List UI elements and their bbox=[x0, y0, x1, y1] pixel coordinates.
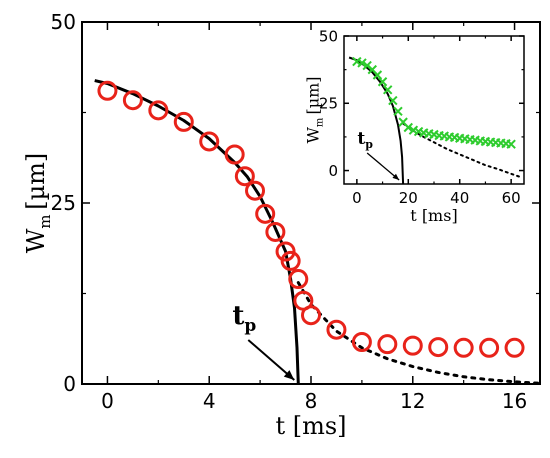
main-y-tick-label: 25 bbox=[51, 191, 76, 215]
main-data-point bbox=[377, 334, 398, 355]
main-data-point bbox=[288, 269, 309, 290]
inset-background bbox=[344, 36, 524, 184]
main-data-point bbox=[402, 335, 423, 356]
main-tp-label: tp bbox=[232, 301, 256, 336]
inset-y-tick-label: 50 bbox=[319, 27, 338, 45]
main-data-point bbox=[326, 319, 347, 340]
main-y-tick-label: 50 bbox=[51, 10, 76, 34]
inset-data-point bbox=[357, 58, 367, 68]
inset-y-tick-label: 0 bbox=[328, 162, 338, 180]
main-data-point bbox=[122, 90, 143, 111]
main-data-point bbox=[97, 80, 118, 101]
inset-data-point bbox=[403, 122, 413, 133]
inset-x-tick-label: 60 bbox=[502, 189, 521, 207]
main-data-point bbox=[224, 144, 245, 165]
main-data-point bbox=[265, 221, 286, 242]
inset-data-point bbox=[372, 70, 383, 80]
inset-plot-area bbox=[348, 56, 520, 184]
inset-y-axis-label: Wm [µm] bbox=[304, 76, 326, 143]
main-data-point bbox=[453, 337, 474, 358]
main-y-axis-label: Wm [µm] bbox=[22, 153, 54, 254]
inset-data-point bbox=[377, 77, 388, 87]
main-data-point bbox=[255, 203, 276, 224]
main-x-tick-label: 8 bbox=[305, 389, 318, 413]
main-tp-arrowhead bbox=[283, 370, 295, 380]
main-x-tick-label: 4 bbox=[203, 389, 216, 413]
main-y-tick-label: 0 bbox=[63, 372, 76, 396]
main-tp-annotation: tp bbox=[232, 301, 295, 381]
main-data-point bbox=[173, 111, 194, 132]
inset-tp-label: tp bbox=[357, 129, 373, 151]
main-dotted-fit-line bbox=[296, 281, 540, 384]
main-data-point bbox=[428, 337, 449, 358]
main-data-point bbox=[275, 241, 296, 262]
inset-chart: 0 20 40 60 0 25 50 t [ms] Wm [µm] tp bbox=[304, 27, 525, 225]
inset-x-tick-label: 0 bbox=[352, 189, 362, 207]
main-chart: 0 4 8 12 16 0 25 50 t [ms] Wm [µm] tp bbox=[22, 10, 541, 440]
main-data-point bbox=[479, 337, 500, 358]
main-data-point bbox=[280, 250, 301, 271]
main-x-axis-label: t [ms] bbox=[275, 412, 346, 440]
main-plot-area bbox=[94, 79, 540, 384]
inset-x-tick-label: 40 bbox=[450, 189, 469, 207]
main-data-point bbox=[351, 332, 372, 353]
inset-tp-annotation: tp bbox=[357, 129, 400, 181]
main-data-point bbox=[148, 100, 169, 121]
inset-x-axis-label: t [ms] bbox=[410, 206, 457, 225]
inset-tp-arrowhead bbox=[392, 173, 400, 180]
inset-tp-arrow bbox=[366, 152, 400, 181]
inset-data-point bbox=[388, 95, 398, 106]
inset-data-point bbox=[383, 85, 393, 95]
main-x-tick-label: 0 bbox=[101, 389, 114, 413]
inset-data-point bbox=[393, 106, 403, 117]
main-tp-arrow bbox=[247, 339, 295, 381]
inset-x-tick-label: 20 bbox=[399, 189, 418, 207]
main-x-tick-label: 12 bbox=[400, 389, 425, 413]
main-data-point bbox=[199, 131, 220, 152]
inset-y-tick-label: 25 bbox=[319, 95, 338, 113]
main-data-point bbox=[245, 180, 266, 201]
main-data-point bbox=[504, 337, 525, 358]
inset-dotted-fit-line bbox=[402, 122, 520, 178]
main-data-point bbox=[301, 305, 321, 326]
inset-data-point bbox=[506, 139, 516, 149]
main-x-tick-label: 16 bbox=[502, 389, 527, 413]
main-data-point bbox=[234, 166, 255, 187]
